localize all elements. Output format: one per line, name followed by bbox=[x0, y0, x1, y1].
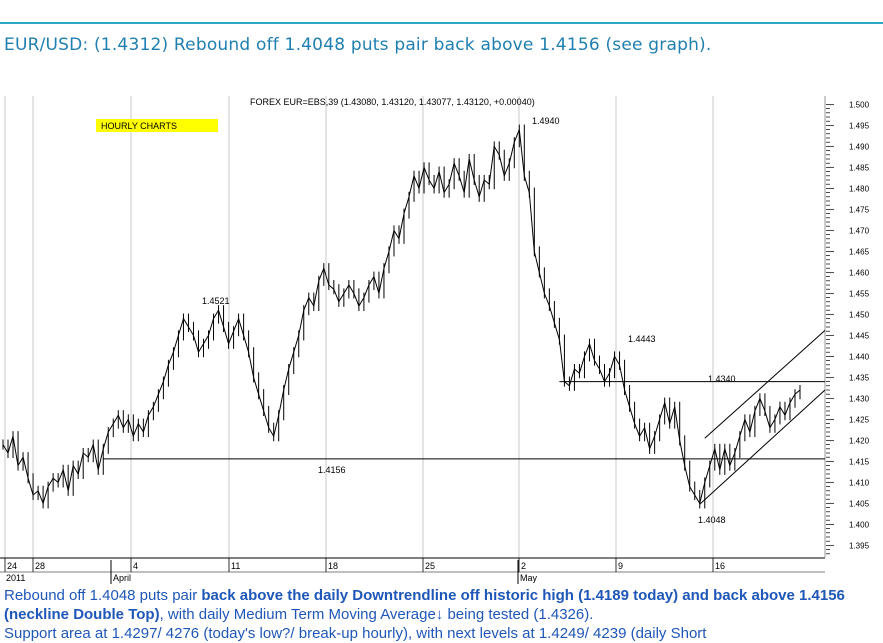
annotation-1-4521: 1.4521 bbox=[202, 296, 230, 306]
y-tick-label-1.440: 1.440 bbox=[849, 352, 870, 361]
y-tick-label-1.400: 1.400 bbox=[849, 520, 870, 529]
chart-title: FOREX EUR=EBS,39 (1.43080, 1.43120, 1.43… bbox=[250, 97, 535, 107]
annotation-1-4048: 1.4048 bbox=[698, 515, 726, 525]
x-tick-label-25: 25 bbox=[425, 561, 435, 571]
y-tick-label-1.485: 1.485 bbox=[849, 163, 870, 172]
y-tick-label-1.445: 1.445 bbox=[849, 331, 870, 340]
y-tick-label-1.480: 1.480 bbox=[849, 184, 870, 193]
hourly-badge-box bbox=[96, 119, 218, 132]
month-label-april: April bbox=[113, 573, 131, 583]
x-tick-label-11: 11 bbox=[231, 561, 240, 571]
y-tick-label-1.490: 1.490 bbox=[849, 142, 870, 151]
commentary: Rebound off 1.4048 puts pair back above … bbox=[4, 586, 882, 643]
y-tick-label-1.420: 1.420 bbox=[849, 436, 870, 445]
top-rule bbox=[0, 22, 883, 24]
annotation-1-4443: 1.4443 bbox=[628, 334, 656, 344]
y-tick-label-1.470: 1.470 bbox=[849, 226, 870, 235]
price-chart: 1.500 1.495 1.490 1.485 1.480 1.475 1.470 1.465… bbox=[0, 96, 870, 584]
price-bars bbox=[2, 124, 801, 509]
y-tick-label-1.395: 1.395 bbox=[849, 541, 870, 550]
y-tick-label-1.455: 1.455 bbox=[849, 289, 870, 298]
trendlines bbox=[103, 329, 826, 505]
x-axis: 24 28 4 11 18 25 2 9 16 bbox=[4, 558, 725, 572]
commentary-text-1: Rebound off 1.4048 puts pair bbox=[4, 587, 202, 604]
y-tick-label-1.495: 1.495 bbox=[849, 121, 870, 130]
x-tick-label-24: 24 bbox=[7, 561, 17, 571]
y-tick-label-1.465: 1.465 bbox=[849, 247, 870, 256]
y-tick-label-1.435: 1.435 bbox=[849, 373, 870, 382]
x-tick-label-9: 9 bbox=[618, 561, 623, 571]
channel-lower-line bbox=[699, 389, 826, 505]
channel-upper-line bbox=[704, 329, 826, 439]
headline: EUR/USD: (1.4312) Rebound off 1.4048 put… bbox=[4, 35, 712, 55]
annotation-1-4156: 1.4156 bbox=[318, 465, 346, 475]
x-tick-label-28: 28 bbox=[35, 561, 45, 571]
x-tick-label-4: 4 bbox=[133, 561, 138, 571]
y-tick-label-1.500: 1.500 bbox=[849, 100, 870, 109]
commentary-text-2: , with daily Medium Term Moving Average↓… bbox=[159, 606, 594, 623]
gridlines bbox=[4, 96, 714, 558]
y-tick-label-1.410: 1.410 bbox=[849, 478, 870, 487]
annotation-1-4340: 1.4340 bbox=[708, 374, 736, 384]
y-tick-label-1.415: 1.415 bbox=[849, 457, 870, 466]
y-tick-label-1.405: 1.405 bbox=[849, 499, 870, 508]
y-tick-label-1.460: 1.460 bbox=[849, 268, 870, 277]
hourly-badge: HOURLY CHARTS bbox=[101, 121, 177, 131]
x-tick-label-2: 2 bbox=[521, 561, 526, 571]
x-tick-label-18: 18 bbox=[328, 561, 338, 571]
commentary-bold-1: back above the daily Downtrendline off h… bbox=[4, 587, 845, 623]
month-label-may: May bbox=[520, 573, 538, 583]
y-tick-label-1.475: 1.475 bbox=[849, 205, 870, 214]
x-tick-label-16: 16 bbox=[715, 561, 725, 571]
y-tick-label-1.430: 1.430 bbox=[849, 394, 870, 403]
y-tick-label-1.450: 1.450 bbox=[849, 310, 870, 319]
price-series-line bbox=[2, 129, 801, 505]
annotation-1-4940: 1.4940 bbox=[532, 116, 560, 126]
y-axis: 1.500 1.495 1.490 1.485 1.480 1.475 1.470 1.465… bbox=[826, 100, 870, 555]
commentary-text-3: Support area at 1.4297/ 4276 (today's lo… bbox=[4, 625, 707, 642]
y-tick-label-1.425: 1.425 bbox=[849, 415, 870, 424]
month-label-2011: 2011 bbox=[6, 573, 25, 583]
